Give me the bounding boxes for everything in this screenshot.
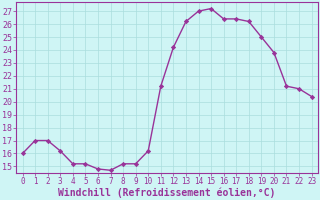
- X-axis label: Windchill (Refroidissement éolien,°C): Windchill (Refroidissement éolien,°C): [58, 187, 276, 198]
